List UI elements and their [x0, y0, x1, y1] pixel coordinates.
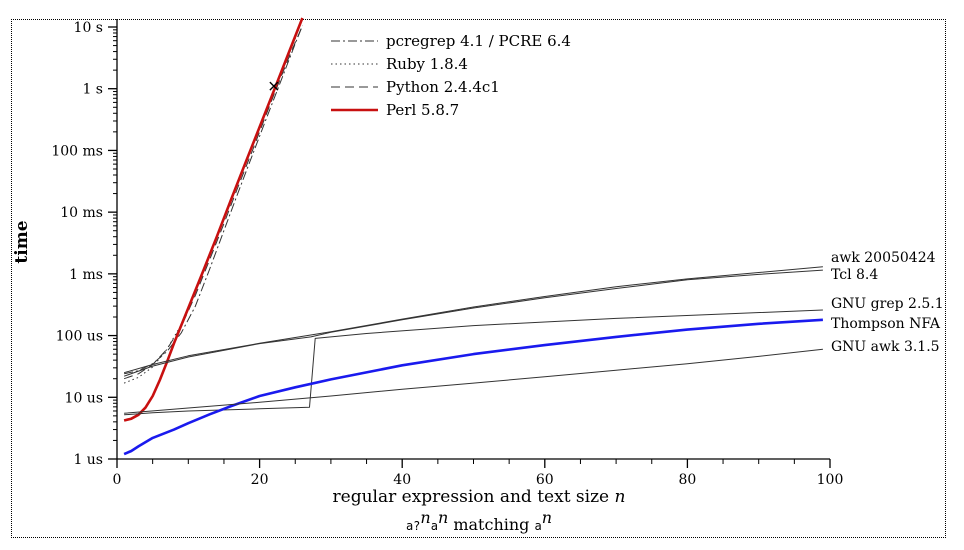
y-axis-title: time [12, 220, 32, 263]
x-axis-title: regular expression and text size n [333, 487, 626, 507]
legend-item: Python 2.4.4c1 [331, 78, 500, 96]
chart-frame [11, 19, 946, 538]
y-tick-label: 100 us [56, 329, 103, 345]
caption-mid: a [431, 519, 438, 533]
series-end-label: GNU awk 3.1.5 [831, 339, 940, 355]
y-tick-label: 100 ms [51, 143, 103, 159]
series-line-tcl-8-4 [123, 269, 823, 377]
x-tick-label: 0 [113, 472, 122, 488]
y-tick-label: 10 ms [60, 205, 103, 221]
caption-post: a [535, 519, 542, 533]
x-tick-label: 40 [393, 472, 411, 488]
y-tick-label: 10 us [65, 390, 103, 406]
series-end-label: awk 20050424 [831, 250, 936, 266]
x-tick-label: 100 [817, 472, 844, 488]
x-axis-title-text: regular expression and text size [333, 487, 610, 507]
series-end-label: GNU grep 2.5.1 [831, 296, 944, 312]
axes: 10 s 1 s 100 ms 10 ms 1 ms 100 us 10 us 1 us 0 20… [51, 19, 843, 488]
series-end-label: Tcl 8.4 [831, 267, 878, 283]
x-tick-label: 80 [678, 472, 696, 488]
legend-item: Perl 5.8.7 [331, 101, 459, 119]
series-line-gnu-awk-3-1-5 [124, 348, 823, 414]
x-marker [269, 81, 279, 91]
series-line-python-2-4-4c1 [123, 25, 303, 380]
series-line-ruby-1-8-4 [123, 26, 300, 384]
x-tick-label: 60 [536, 472, 554, 488]
caption-sup3: n [542, 508, 552, 527]
legend-item: pcregrep 4.1 / PCRE 6.4 [331, 32, 571, 50]
series-line-gnu-grep-2-5-1 [124, 309, 823, 416]
chart-caption: a?nan matching an [406, 508, 552, 534]
series-lines [123, 17, 823, 456]
caption-text: matching [453, 515, 529, 534]
series-line-pcregrep-4-1-pcre-6-4 [123, 25, 303, 375]
caption-sup2: n [438, 508, 448, 527]
legend: pcregrep 4.1 / PCRE 6.4 Ruby 1.8.4 Python … [331, 32, 571, 119]
series-line-perl-5-8-7 [123, 17, 304, 422]
series-end-label: Thompson NFA [831, 316, 941, 332]
legend-item: Ruby 1.8.4 [331, 55, 468, 73]
y-tick-label: 1 s [82, 82, 103, 98]
series-line-awk-20050424 [123, 266, 823, 374]
x-tick-label: 20 [251, 472, 269, 488]
legend-label: Ruby 1.8.4 [386, 55, 468, 73]
y-tick-label: 10 s [74, 20, 103, 36]
y-tick-label: 1 ms [69, 267, 103, 283]
legend-label: pcregrep 4.1 / PCRE 6.4 [386, 32, 571, 50]
caption-sup1: n [420, 508, 430, 527]
series-line-thompson-nfa [123, 318, 823, 456]
legend-label: Python 2.4.4c1 [386, 78, 500, 96]
x-axis-title-var: n [615, 487, 626, 507]
legend-label: Perl 5.8.7 [386, 101, 459, 119]
y-tick-label: 1 us [73, 452, 103, 468]
caption-pre: a? [406, 519, 420, 533]
